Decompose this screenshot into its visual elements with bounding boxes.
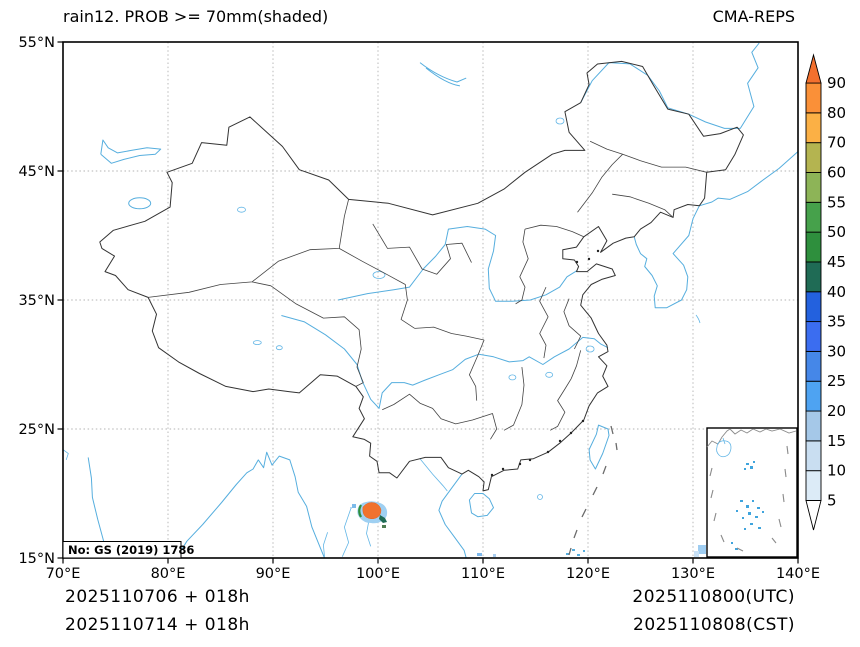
axes-layer: 70°E 80°E 90°E 100°E 110°E 120°E 130°E 140°E 55°… [18,35,820,582]
y-tick-label: 15°N [18,551,55,567]
amur-river [580,42,760,129]
korea-coastline [633,151,799,309]
colorbar-segment [805,410,822,442]
y-tick-label: 35°N [18,293,55,309]
nine-dash-line [568,425,618,556]
scs-island-specks [477,549,585,557]
colorbar-tick-label: 35 [827,313,846,331]
colorbar-segment [805,142,822,173]
init-time-cst: 2025110714 + 018h [65,615,250,635]
tai-lake [585,345,595,353]
x-tick-label: 120°E [566,566,610,582]
tibet-lake-1 [252,340,262,346]
poyang-lake [545,371,554,378]
lake-balkhash [100,139,162,164]
colorbar-tick-label: 30 [827,342,846,360]
salween-river [341,508,352,557]
inset-hainan [716,440,732,458]
colorbar-segment [805,440,822,472]
china-national-border [99,60,744,492]
colorbar-tick-label: 10 [827,462,846,480]
y-tick-label: 45°N [18,164,55,180]
colorbar-segment [805,261,822,293]
x-tick-label: 80°E [151,566,186,582]
y-tick-label: 55°N [18,35,55,51]
plot-title: rain12. PROB >= 70mm(shaded) [63,7,329,26]
colorbar-segment [805,321,822,352]
province-borders [148,140,707,440]
lake-issyk-kul [128,197,152,210]
colorbar-segment [805,470,822,501]
colorbar-tick-label: 55 [827,193,846,211]
colorbar-tick-label: 50 [827,223,846,241]
colorbar-segment [805,82,822,114]
colorbar-segment [805,201,822,233]
colorbar-tick-label: 90 [827,74,846,92]
kyushu-coast [695,314,701,324]
yangtze-river [281,315,609,409]
lake-baikal [419,62,467,87]
colorbar-tick-label: 70 [827,134,846,152]
init-time-utc: 2025110706 + 018h [65,587,250,607]
license-box: No: GS (2019) 1786 [62,541,194,559]
colorbar-tick-label: 60 [827,163,846,181]
x-tick-label: 100°E [356,566,400,582]
red-river [419,458,448,492]
colorbar-tick-label: 80 [827,104,846,122]
vietnam-coast [438,473,467,559]
qinghai-lake [372,271,386,279]
colorbar-tick-label: 15 [827,432,846,450]
inset-coastline [706,428,797,448]
kutch-coast [62,449,69,461]
x-tick-label: 130°E [671,566,715,582]
scs-inset [706,427,798,558]
coast-speckles [490,249,600,477]
license-note: No: GS (2019) 1786 [68,543,194,557]
bay-of-bengal-coast [175,451,325,559]
shaded-prob-feature [350,501,706,557]
colorbar-tick-label: 20 [827,402,846,420]
valid-time-utc: 2025110800(UTC) [632,587,795,607]
inset-nine-dash [709,445,789,552]
bosten-lake [237,206,246,213]
hainan-island [468,493,494,518]
yellow-river [337,226,578,302]
colorbar-tick-label: 45 [827,253,846,271]
pratas-reef [537,494,543,500]
model-label: CMA-REPS [712,7,795,26]
colorbar-tick-label: 25 [827,372,846,390]
colorbar-over-arrow [805,53,822,84]
inset-islands [731,461,764,550]
dongting-lake [508,374,517,381]
colorbar-segment [805,350,822,382]
taiwan-island [588,424,610,470]
x-tick-label: 70°E [46,566,81,582]
x-tick-label: 90°E [256,566,291,582]
colorbar-segment [805,380,822,412]
colorbar-under-arrow [805,500,822,531]
colorbar-segment [805,291,822,323]
colorbar-segment [805,172,822,203]
colorbar-segment [805,112,822,144]
water-features [62,42,799,559]
y-tick-label: 25°N [18,422,55,438]
colorbar-segment [805,231,822,263]
colorbar-tick-label: 40 [827,283,846,301]
plot-frame [62,41,799,559]
x-tick-label: 140°E [776,566,820,582]
hulun-lake [555,117,565,125]
valid-time-cst: 2025110808(CST) [633,615,795,635]
x-tick-label: 110°E [461,566,505,582]
colorbar: 5 10 15 20 25 30 35 40 45 50 55 60 70 80 90 [805,53,846,531]
irrawaddy-river [322,532,328,557]
colorbar-tick-label: 5 [827,492,837,510]
tibet-lake-2 [275,345,283,351]
